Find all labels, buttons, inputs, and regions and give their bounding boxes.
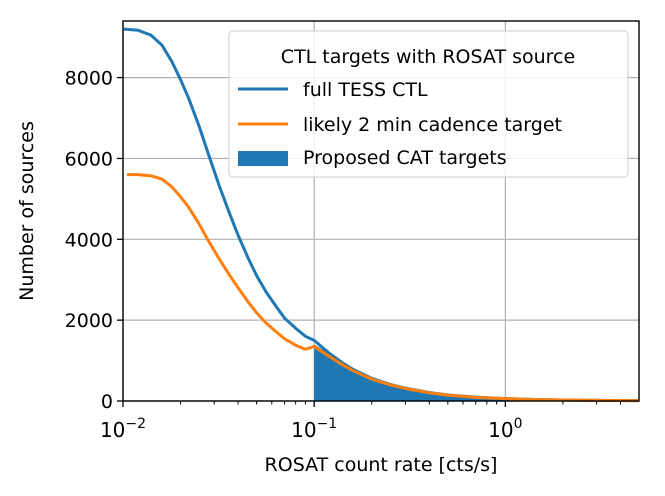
legend-label-likely-2-min-cadence: likely 2 min cadence target: [303, 114, 562, 136]
y-tick-label: 8000: [65, 68, 113, 90]
y-tick-label: 2000: [65, 310, 113, 332]
tick-layer: 10−2 10−1 100 0 2000 4000 6000 8000: [65, 68, 621, 442]
plot-frame: [122, 20, 640, 402]
legend-title: CTL targets with ROSAT source: [281, 46, 575, 68]
y-axis-label: Number of sources: [16, 121, 38, 301]
series-layer: [123, 27, 640, 403]
legend: CTL targets with ROSAT source full TESS …: [228, 30, 629, 178]
legend-swatch-proposed-cat: [238, 151, 288, 166]
x-tick-label: 10−2: [100, 416, 146, 442]
x-tick-label: 10−1: [291, 416, 337, 442]
y-tick-label: 6000: [65, 148, 113, 170]
legend-box: [228, 30, 629, 178]
y-tick-label: 4000: [65, 229, 113, 251]
legend-label-full-tess-ctl: full TESS CTL: [303, 79, 428, 101]
x-tick-label: 100: [488, 416, 522, 442]
y-tick-label: 0: [101, 391, 113, 413]
series-line-likely-2-min-cadence-target: [127, 173, 640, 403]
x-axis-label: ROSAT count rate [cts/s]: [265, 454, 498, 476]
legend-label-proposed-cat: Proposed CAT targets: [303, 147, 507, 169]
